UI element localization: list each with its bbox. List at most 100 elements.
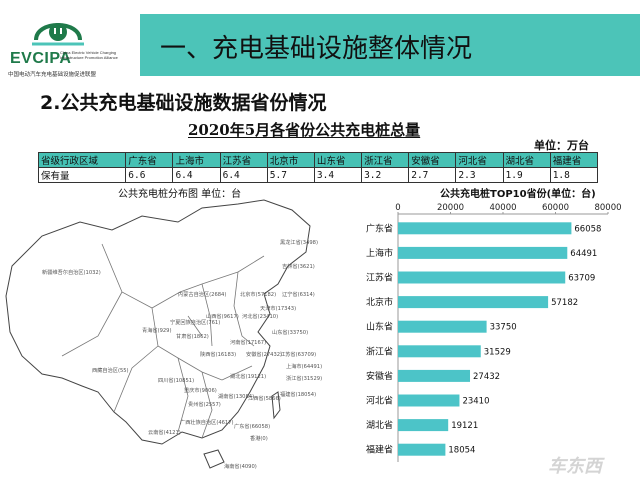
y-category-label: 广东省 (366, 222, 393, 234)
province-cell: 浙江省 (361, 152, 410, 168)
bar (398, 345, 481, 358)
map-label: 湖南省(13084) (218, 392, 254, 400)
map-label: 浙江省(31529) (286, 374, 322, 382)
map-label: 黑龙江省(3498) (280, 238, 318, 246)
value-cell: 2.3 (455, 167, 504, 183)
map-label: 重庆市(9006) (184, 386, 217, 394)
data-label: 19121 (451, 421, 478, 431)
province-cell: 广东省 (125, 152, 174, 168)
china-map-svg: 黑龙江省(3498) 吉林省(3621) 新疆维吾尔自治区(1032) 内蒙古自… (5, 199, 322, 470)
bar (398, 419, 449, 432)
map-label: 湖北省(19121) (230, 372, 266, 380)
map-label: 天津市(17343) (260, 304, 296, 312)
top10-bar-chart: 0 20000 40000 60000 80000 广东省 66058 上海市 64491 江苏省… (366, 203, 622, 462)
province-cell: 安徽省 (408, 152, 457, 168)
province-cell: 上海市 (172, 152, 221, 168)
x-tick-label: 20000 (437, 203, 464, 213)
table-title: 2020年5月各省份公共充电桩总量 (188, 121, 421, 139)
map-label: 江西省(5866) (248, 394, 281, 402)
province-cell: 湖北省 (502, 152, 551, 168)
watermark: 车东西 (548, 456, 602, 477)
table-value-row: 保有量 6.6 6.4 6.4 5.7 3.4 3.2 2.7 2.3 1.9 … (37, 167, 599, 183)
province-cell: 山东省 (313, 152, 363, 168)
row-header-cell: 省级行政区域 (37, 152, 127, 168)
bar (398, 222, 572, 235)
y-category-label: 北京市 (366, 296, 393, 308)
bar (398, 246, 568, 259)
x-tick-label: 80000 (594, 203, 621, 213)
bar-chart-title: 公共充电桩TOP10省份(单位：台) (440, 189, 596, 200)
map-label: 河北省(23410) (242, 312, 278, 320)
map-label: 陕西省(16183) (200, 350, 236, 358)
taiwan-island (271, 391, 281, 420)
data-label: 33750 (490, 323, 517, 333)
map-label: 安徽省(27432) (246, 350, 282, 358)
map-label: 海南省(4090) (224, 462, 257, 470)
map-caption: 公共充电桩分布图 单位：台 (118, 189, 242, 200)
map-label: 甘肃省(1862) (176, 332, 209, 340)
value-cell: 3.4 (313, 167, 363, 183)
map-label: 广东省(66058) (234, 422, 270, 430)
map-label: 吉林省(3621) (282, 262, 315, 270)
map-label: 西藏自治区(55) (92, 366, 129, 374)
bar (398, 443, 446, 456)
map-label: 山西省(9617) (206, 312, 239, 320)
y-category-label: 浙江省 (366, 345, 393, 357)
map-label: 青海省(929) (142, 326, 172, 334)
bar (398, 296, 549, 309)
china-map: 黑龙江省(3498) 吉林省(3621) 新疆维吾尔自治区(1032) 内蒙古自… (2, 196, 350, 478)
map-label: 宁夏回族自治区(761) (170, 318, 220, 326)
value-cell: 6.4 (219, 167, 268, 183)
logo-name-cn: 中国电动汽车充电基础设施促进联盟 (8, 72, 97, 78)
bar (398, 320, 487, 333)
value-cell: 2.7 (408, 167, 457, 183)
evcipa-logo: EVCIPA China Electric Vehicle Charging I… (0, 0, 136, 88)
y-category-label: 上海市 (366, 247, 393, 259)
map-label: 内蒙古自治区(2684) (178, 290, 226, 298)
data-label: 57182 (551, 298, 578, 308)
bar (398, 394, 460, 407)
value-cell: 1.9 (502, 167, 551, 183)
y-category-label: 河北省 (366, 395, 393, 407)
province-cell: 北京市 (266, 152, 315, 168)
data-label: 63709 (568, 274, 595, 284)
map-label: 新疆维吾尔自治区(1032) (42, 268, 101, 276)
title-band: 一、充电基础设施整体情况 (140, 14, 640, 76)
slide-title: 一、充电基础设施整体情况 (160, 34, 473, 64)
data-label: 18054 (448, 446, 475, 456)
data-label: 66058 (574, 224, 601, 234)
map-label: 广西壮族自治区(4617) (180, 418, 234, 426)
y-category-label: 山东省 (366, 321, 393, 333)
x-tick-label: 40000 (489, 203, 516, 213)
value-cell: 5.7 (266, 167, 315, 183)
hainan-island (203, 449, 225, 469)
data-label: 27432 (473, 372, 500, 382)
map-label: 上海市(64491) (286, 362, 322, 370)
province-cell: 福建省 (549, 152, 599, 168)
y-category-label: 江苏省 (366, 272, 393, 284)
data-label: 64491 (570, 249, 597, 259)
bar (398, 369, 471, 382)
data-label: 23410 (462, 397, 489, 407)
map-label: 河南省(17167) (230, 338, 266, 346)
map-label: 香港(0) (250, 434, 268, 442)
section-subtitle: 2.公共充电基础设施数据省份情况 (40, 92, 327, 114)
ev-plug-logo-icon (32, 23, 84, 46)
value-cell: 1.8 (549, 167, 599, 183)
y-category-label: 湖北省 (366, 419, 393, 431)
map-label: 福建省(18054) (280, 390, 316, 398)
map-label: 四川省(10851) (158, 376, 194, 384)
value-cell: 6.6 (125, 167, 174, 183)
logo-subtitle-en: China Electric Vehicle Charging Infrastr… (60, 50, 118, 60)
value-cell: 6.4 (172, 167, 221, 183)
map-label: 辽宁省(6314) (282, 290, 315, 298)
province-cell: 河北省 (455, 152, 504, 168)
x-tick-label: 0 (395, 203, 400, 213)
table-unit: 单位：万台 (534, 139, 589, 152)
bar (398, 271, 566, 284)
map-label: 贵州省(2557) (188, 400, 221, 408)
table-header-row: 省级行政区域 广东省 上海市 江苏省 北京市 山东省 浙江省 安徽省 河北省 湖… (37, 152, 599, 168)
map-label: 江苏省(63709) (280, 350, 316, 358)
y-category-label: 安徽省 (366, 370, 393, 382)
province-borders (61, 243, 265, 439)
